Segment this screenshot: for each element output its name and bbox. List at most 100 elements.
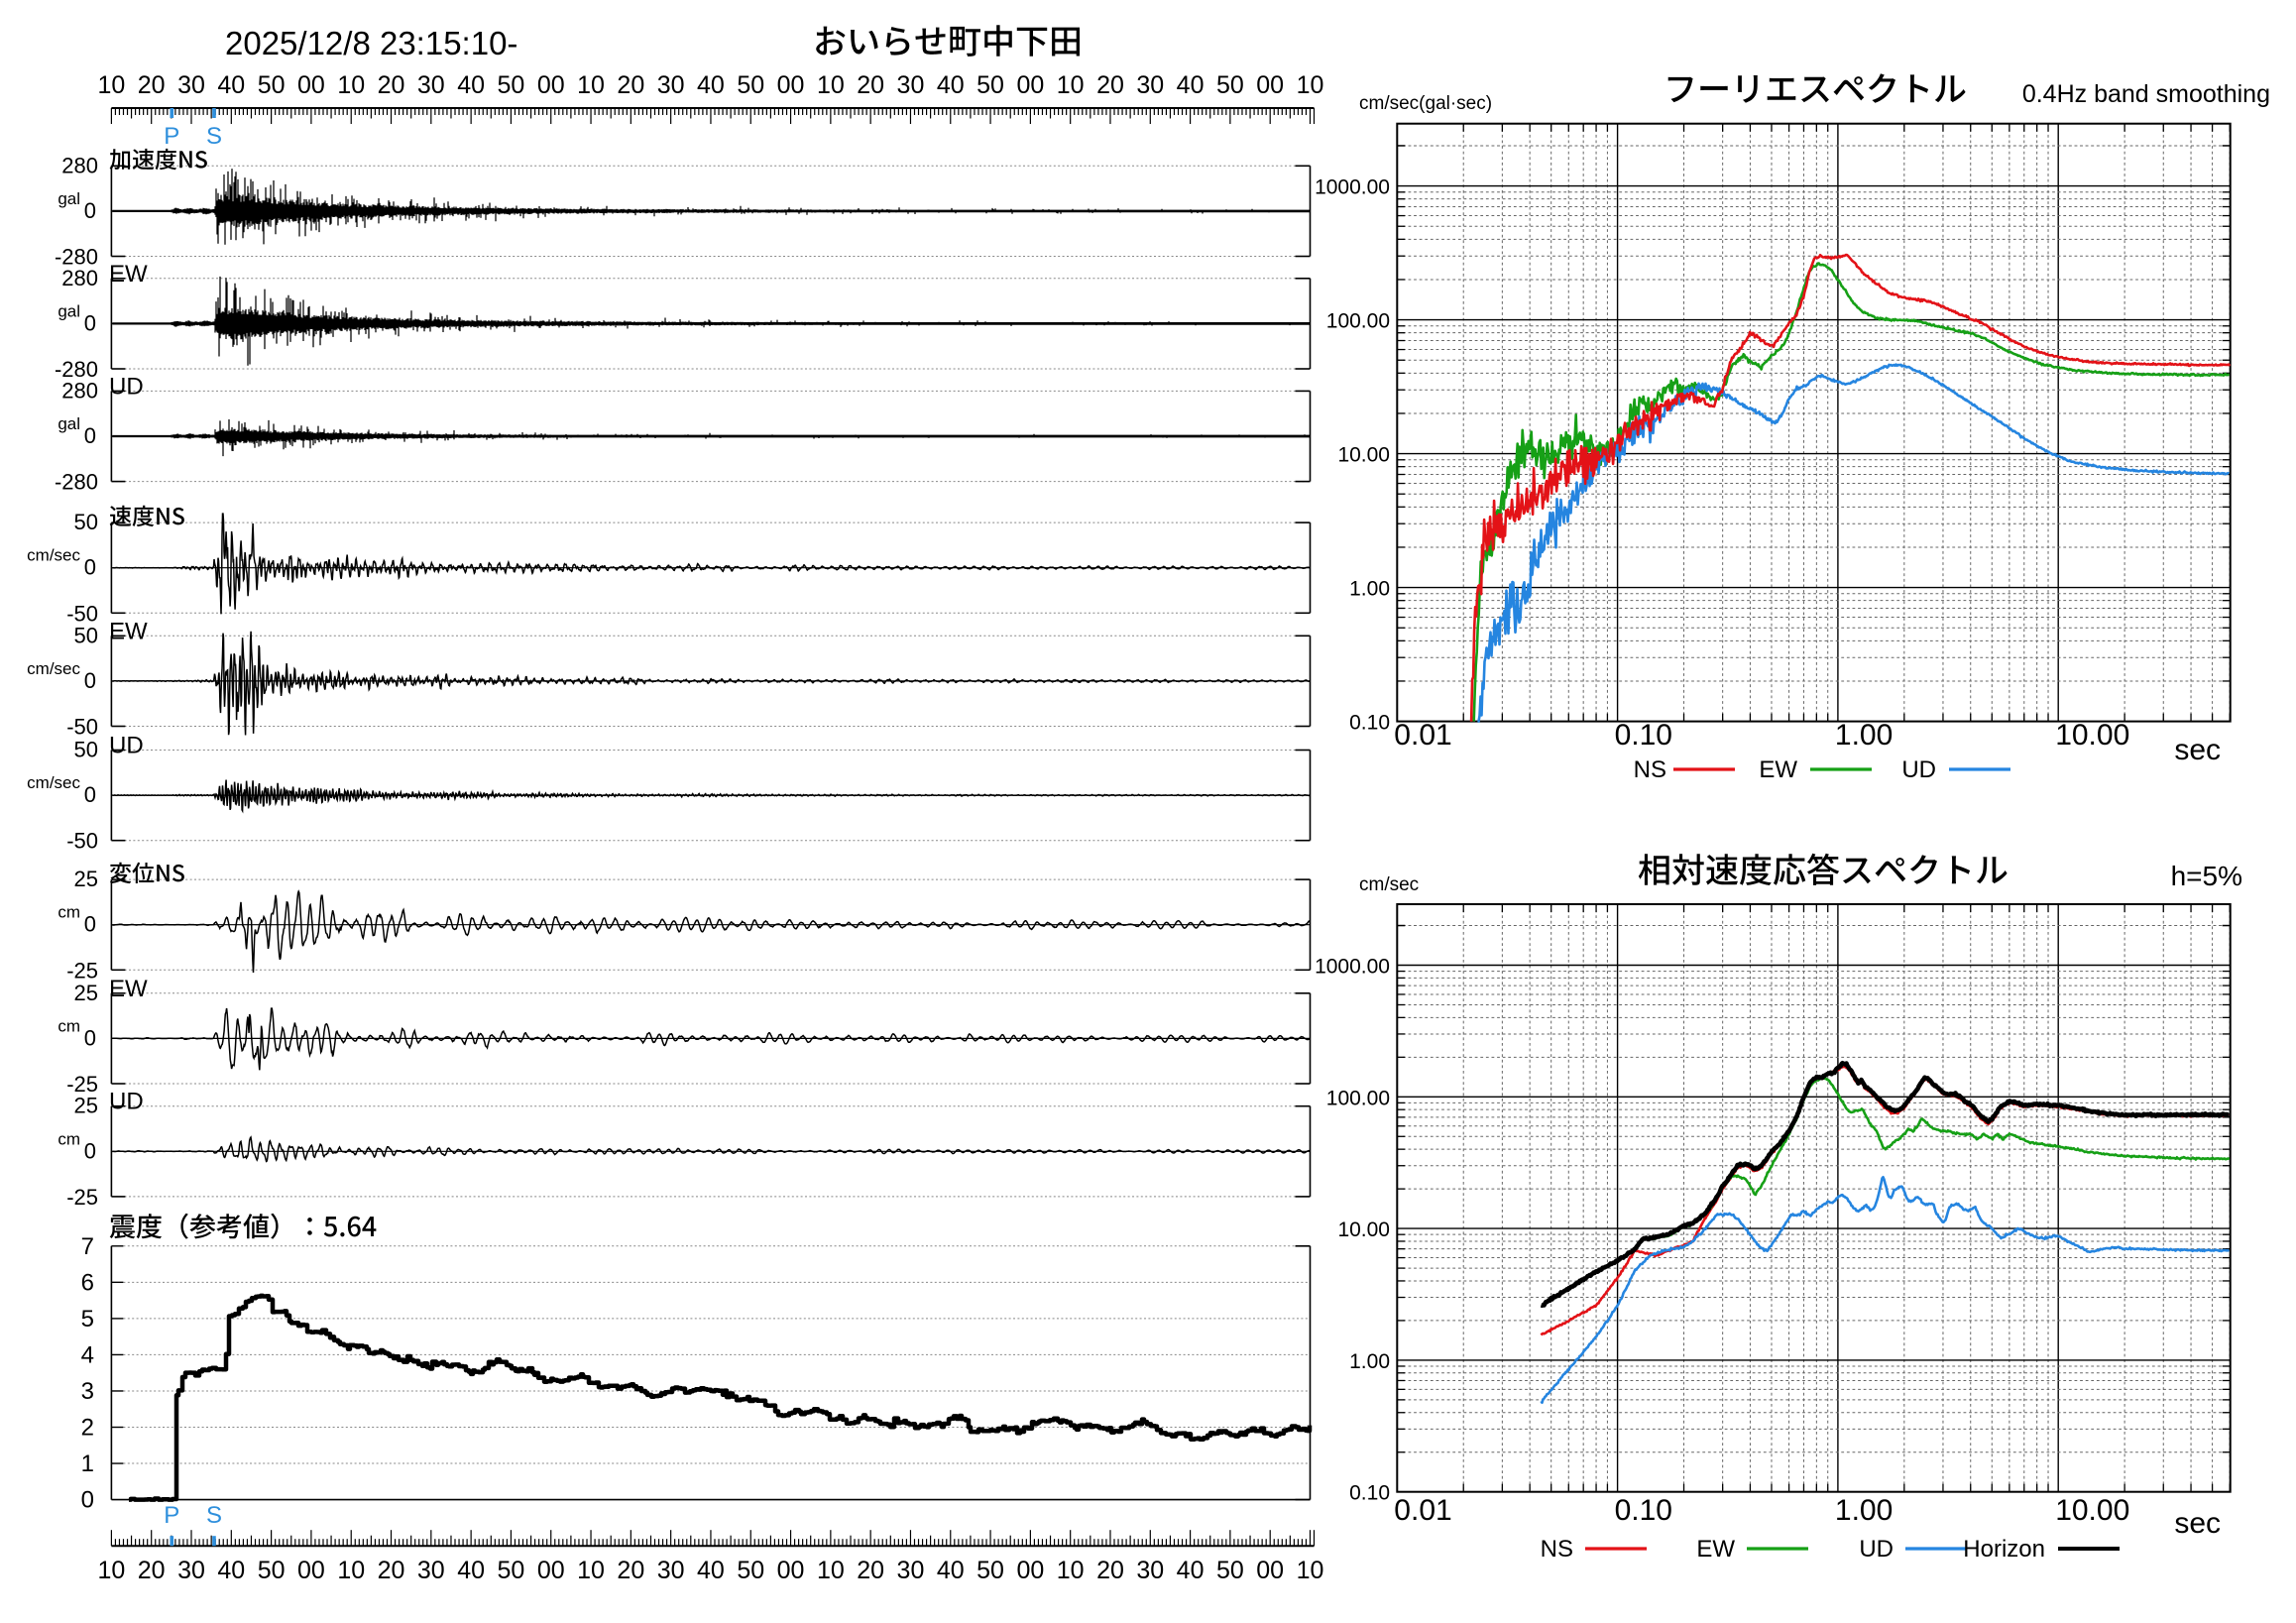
svg-text:0.10: 0.10 [1615,1494,1672,1527]
svg-text:cm/sec: cm/sec [1359,874,1419,895]
svg-text:50: 50 [976,1557,1004,1584]
svg-text:10: 10 [337,1557,365,1584]
svg-text:280: 280 [61,378,98,403]
svg-text:5: 5 [81,1306,94,1333]
svg-text:20: 20 [138,71,166,99]
svg-text:0: 0 [84,1025,96,1050]
svg-text:0.01: 0.01 [1394,719,1451,752]
svg-text:10: 10 [1297,71,1324,99]
svg-text:-280: -280 [55,357,98,382]
svg-text:40: 40 [457,71,485,99]
svg-text:10: 10 [97,71,125,99]
svg-text:280: 280 [61,266,98,290]
svg-text:10.00: 10.00 [1337,444,1390,467]
svg-text:h=5%: h=5% [2171,861,2242,891]
svg-text:00: 00 [537,1557,565,1584]
svg-text:00: 00 [1016,71,1044,99]
svg-text:10: 10 [817,71,845,99]
svg-text:EW: EW [109,618,148,644]
svg-text:-25: -25 [66,958,98,983]
svg-text:00: 00 [1256,71,1284,99]
svg-text:0: 0 [84,912,96,937]
svg-text:3: 3 [81,1378,94,1405]
svg-text:gal: gal [57,301,80,320]
svg-text:-50: -50 [66,601,98,626]
svg-text:P: P [164,1502,179,1529]
svg-text:-50: -50 [66,829,98,854]
svg-text:-280: -280 [55,245,98,270]
svg-text:2: 2 [81,1415,94,1442]
svg-text:30: 30 [417,71,445,99]
svg-text:30: 30 [657,71,685,99]
svg-text:00: 00 [297,1557,325,1584]
svg-text:0: 0 [84,310,96,335]
svg-text:50: 50 [74,510,98,534]
svg-text:20: 20 [378,1557,405,1584]
svg-text:UD: UD [109,733,144,759]
svg-text:0: 0 [84,668,96,693]
svg-text:UD: UD [109,1089,144,1115]
svg-text:0: 0 [84,555,96,580]
svg-text:50: 50 [737,71,764,99]
svg-text:1.00: 1.00 [1349,1350,1390,1373]
svg-text:NS: NS [1634,756,1666,783]
svg-text:30: 30 [417,1557,445,1584]
svg-text:10: 10 [1057,1557,1085,1584]
svg-text:gal: gal [57,189,80,208]
svg-text:00: 00 [1256,1557,1284,1584]
svg-text:10: 10 [1057,71,1085,99]
svg-text:10: 10 [817,1557,845,1584]
svg-text:-25: -25 [66,1072,98,1097]
svg-text:cm/sec: cm/sec [27,659,80,678]
svg-text:40: 40 [697,71,725,99]
svg-text:40: 40 [697,1557,725,1584]
svg-text:20: 20 [857,1557,884,1584]
svg-text:EW: EW [1759,756,1797,783]
svg-text:30: 30 [897,1557,925,1584]
svg-text:00: 00 [777,1557,805,1584]
svg-text:0.10: 0.10 [1615,719,1672,752]
svg-text:1000.00: 1000.00 [1315,176,1390,199]
svg-text:30: 30 [657,1557,685,1584]
svg-text:100.00: 100.00 [1326,310,1390,333]
svg-text:10: 10 [577,71,605,99]
svg-text:cm/sec(gal·sec): cm/sec(gal·sec) [1359,93,1492,114]
svg-text:2025/12/8 23:15:10-: 2025/12/8 23:15:10- [225,25,517,61]
svg-text:cm: cm [57,903,80,922]
svg-text:25: 25 [74,1094,98,1118]
svg-text:50: 50 [1216,71,1244,99]
svg-text:sec: sec [2174,1507,2221,1540]
svg-text:50: 50 [1216,1557,1244,1584]
svg-text:10.00: 10.00 [1337,1218,1390,1241]
svg-text:40: 40 [1177,71,1205,99]
svg-text:EW: EW [1696,1536,1735,1563]
svg-text:100.00: 100.00 [1326,1087,1390,1109]
svg-text:-280: -280 [55,470,98,495]
svg-text:EW: EW [109,976,148,1002]
svg-text:P: P [164,123,179,150]
svg-text:30: 30 [897,71,925,99]
svg-text:20: 20 [617,1557,644,1584]
svg-text:cm: cm [57,1016,80,1035]
svg-text:NS: NS [1541,1536,1573,1563]
svg-text:EW: EW [109,261,148,288]
svg-text:-25: -25 [66,1185,98,1210]
svg-text:40: 40 [1177,1557,1205,1584]
svg-text:50: 50 [258,71,286,99]
svg-text:S: S [206,1502,222,1529]
svg-text:10.00: 10.00 [2055,719,2129,752]
svg-text:0: 0 [84,1138,96,1163]
svg-text:10: 10 [337,71,365,99]
svg-text:20: 20 [138,1557,166,1584]
svg-text:00: 00 [1016,1557,1044,1584]
svg-text:280: 280 [61,153,98,177]
svg-text:20: 20 [1096,1557,1124,1584]
svg-text:cm: cm [57,1129,80,1148]
svg-text:cm/sec: cm/sec [27,773,80,792]
svg-text:50: 50 [74,738,98,762]
svg-text:4: 4 [81,1341,94,1368]
svg-text:20: 20 [1096,71,1124,99]
svg-text:40: 40 [937,1557,965,1584]
svg-text:10.00: 10.00 [2055,1494,2129,1527]
svg-text:1.00: 1.00 [1349,578,1390,601]
